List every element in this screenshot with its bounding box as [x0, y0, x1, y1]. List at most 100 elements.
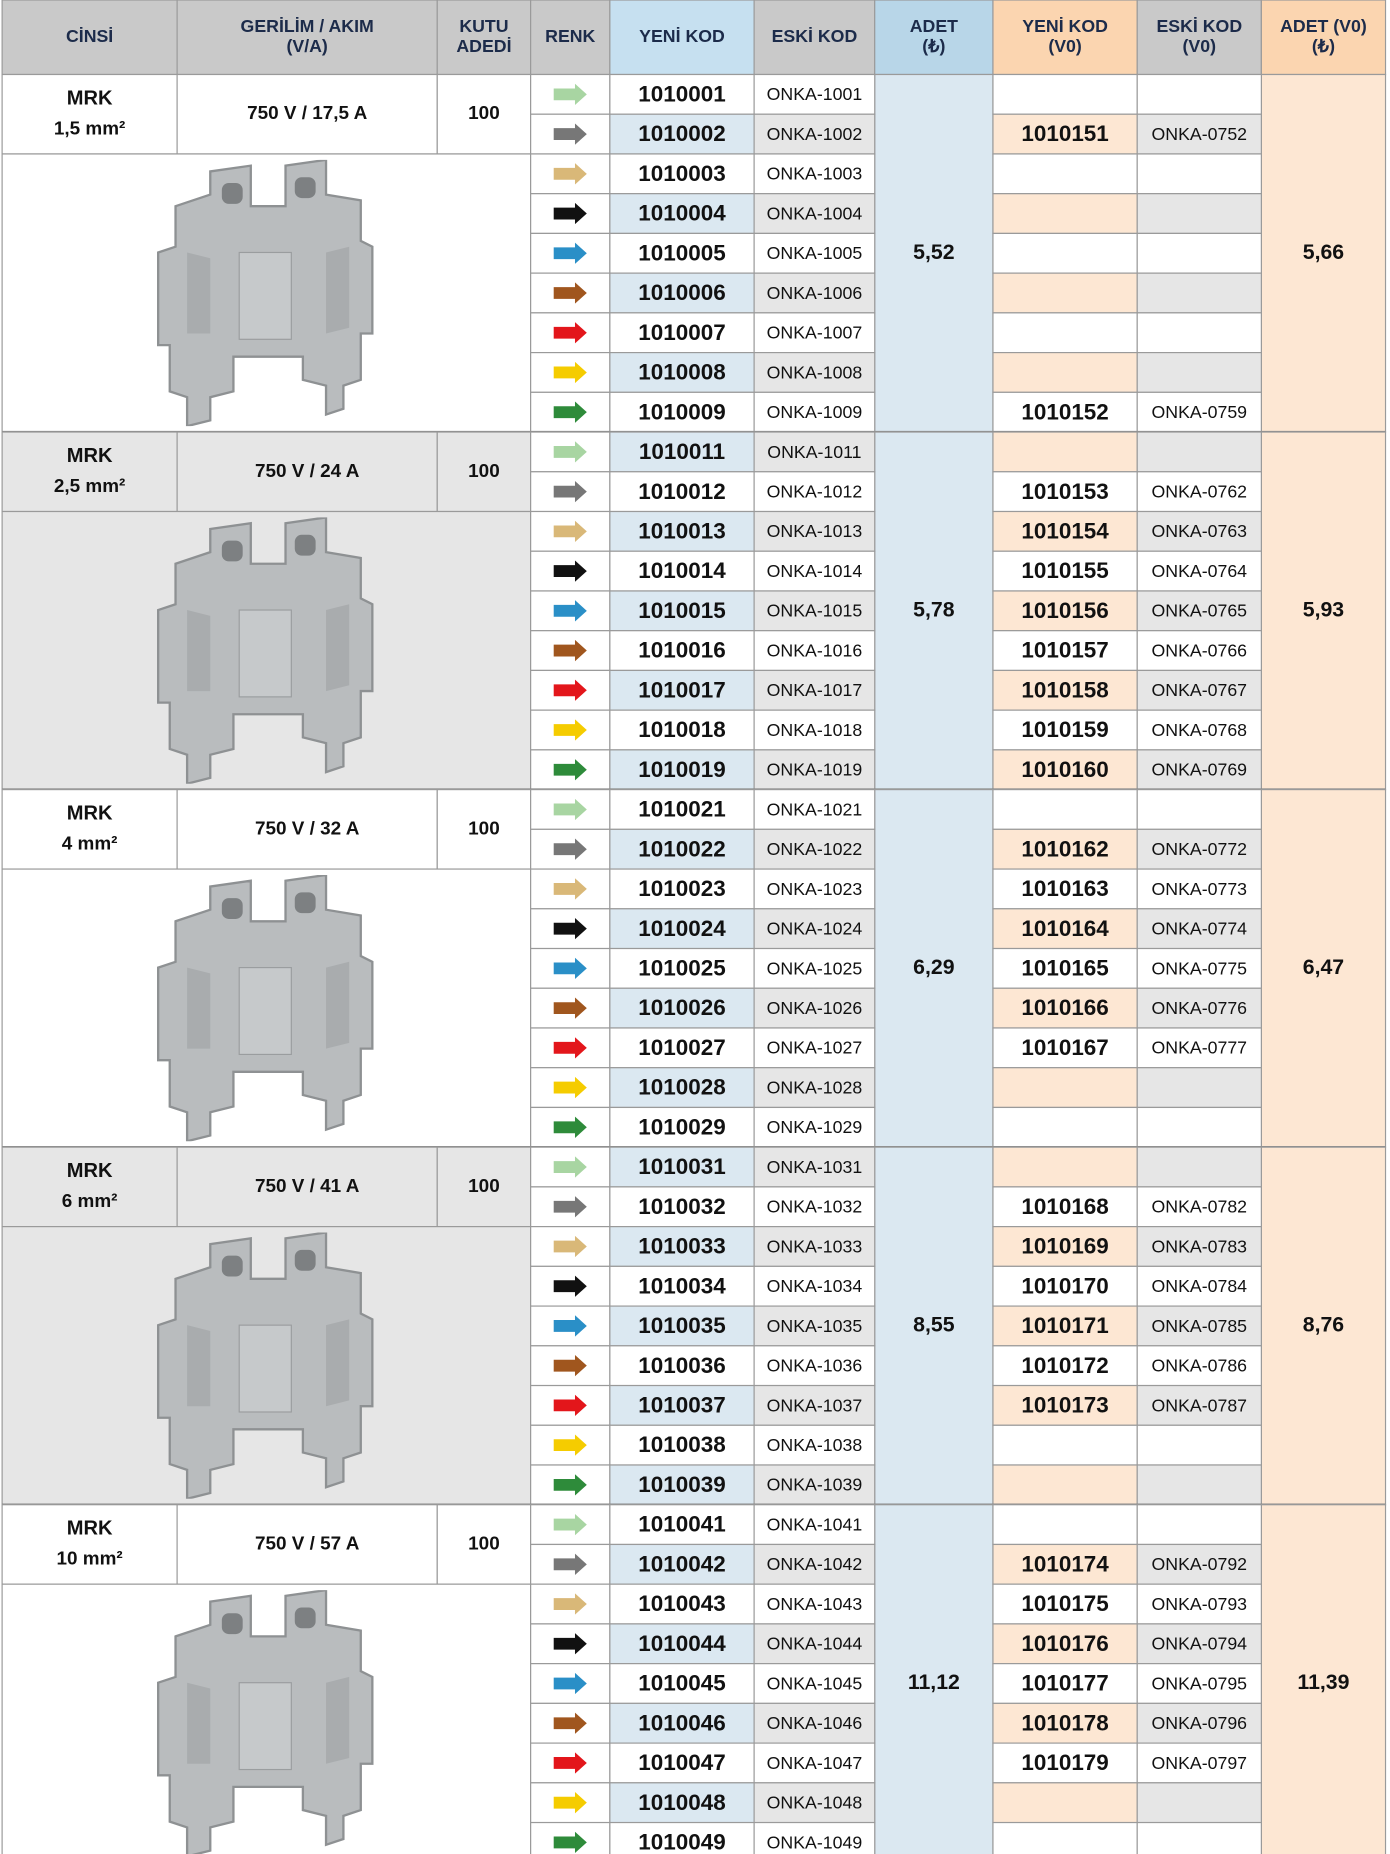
price-table: CİNSİGERİLİM / AKIM(V/A)KUTUADEDİRENKYEN…: [0, 0, 1390, 1854]
new-code-v0: 1010164: [1021, 916, 1109, 941]
old-code: ONKA-1026: [767, 998, 863, 1018]
new-code-v0: 1010166: [1021, 995, 1108, 1020]
new-code: 1010041: [638, 1512, 725, 1537]
new-code: 1010033: [638, 1234, 725, 1259]
price-v0: 11,39: [1297, 1670, 1349, 1694]
old-code: ONKA-1024: [767, 919, 863, 939]
old-code: ONKA-1037: [767, 1395, 863, 1415]
new-code: 1010045: [638, 1671, 725, 1696]
new-code: 1010017: [638, 677, 725, 702]
old-code-v0: ONKA-0796: [1152, 1713, 1248, 1733]
new-code: 1010048: [638, 1790, 725, 1815]
product-name: MRK: [67, 803, 113, 825]
old-code-v0: ONKA-0766: [1152, 640, 1248, 660]
product-name: MRK: [67, 1160, 113, 1182]
cell: [2, 1147, 177, 1226]
column-header: (V0): [1048, 36, 1082, 56]
old-code: ONKA-1036: [767, 1356, 863, 1376]
old-code-v0: ONKA-0759: [1152, 402, 1248, 422]
old-code: ONKA-1005: [767, 243, 863, 263]
new-code: 1010035: [638, 1313, 725, 1338]
new-code-v0: 1010154: [1021, 518, 1109, 543]
old-code: ONKA-1011: [767, 442, 861, 462]
old-code-v0: ONKA-0785: [1152, 1316, 1248, 1336]
new-code: 1010011: [639, 439, 725, 464]
price-v0: 8,76: [1303, 1313, 1345, 1337]
old-code: ONKA-1008: [767, 362, 863, 382]
old-code-v0: ONKA-0793: [1152, 1594, 1248, 1614]
column-header: YENİ KOD: [1022, 16, 1108, 36]
cell: [993, 1823, 1137, 1854]
new-code: 1010034: [638, 1273, 726, 1298]
new-code-v0: 1010158: [1021, 677, 1108, 702]
old-code-v0: ONKA-0773: [1152, 879, 1248, 899]
old-code: ONKA-1028: [767, 1077, 863, 1097]
cell: [1137, 1823, 1261, 1854]
cell: [1137, 1505, 1261, 1545]
old-code-v0: ONKA-0767: [1152, 680, 1248, 700]
new-code: 1010004: [638, 201, 726, 226]
old-code-v0: ONKA-0784: [1152, 1276, 1248, 1296]
old-code-v0: ONKA-0795: [1152, 1673, 1248, 1693]
old-code-v0: ONKA-0797: [1152, 1753, 1248, 1773]
new-code: 1010012: [638, 479, 725, 504]
new-code: 1010001: [638, 81, 725, 106]
price-v0: 6,47: [1303, 955, 1344, 979]
cell: [1137, 313, 1261, 353]
column-header: KUTU: [459, 16, 508, 36]
old-code: ONKA-1032: [767, 1197, 863, 1217]
old-code: ONKA-1013: [767, 521, 863, 541]
new-code: 1010031: [638, 1154, 725, 1179]
old-code-v0: ONKA-0763: [1152, 521, 1248, 541]
old-code: ONKA-1031: [767, 1157, 863, 1177]
new-code: 1010008: [638, 360, 725, 385]
product-size: 6 mm²: [62, 1191, 118, 1212]
old-code-v0: ONKA-0782: [1152, 1197, 1248, 1217]
cell: [993, 353, 1137, 393]
old-code: ONKA-1015: [767, 601, 863, 621]
old-code-v0: ONKA-0794: [1152, 1634, 1248, 1654]
box-qty: 100: [468, 1533, 500, 1554]
old-code: ONKA-1033: [767, 1236, 863, 1256]
old-code-v0: ONKA-0783: [1152, 1236, 1248, 1256]
cell: [1137, 194, 1261, 234]
new-code-v0: 1010174: [1021, 1551, 1109, 1576]
new-code: 1010002: [638, 121, 725, 146]
new-code-v0: 1010179: [1021, 1750, 1108, 1775]
new-code-v0: 1010160: [1021, 757, 1108, 782]
new-code: 1010009: [638, 399, 725, 424]
old-code-v0: ONKA-0775: [1152, 958, 1248, 978]
box-qty: 100: [468, 103, 500, 124]
new-code: 1010038: [638, 1432, 725, 1457]
new-code: 1010042: [638, 1551, 725, 1576]
new-code: 1010024: [638, 916, 726, 941]
old-code: ONKA-1014: [767, 561, 863, 581]
new-code: 1010026: [638, 995, 725, 1020]
cell: [993, 273, 1137, 313]
old-code: ONKA-1038: [767, 1435, 863, 1455]
new-code-v0: 1010175: [1021, 1591, 1108, 1616]
new-code: 1010016: [638, 638, 725, 663]
cell: [993, 1147, 1137, 1187]
cell: [1137, 1425, 1261, 1465]
new-code: 1010003: [638, 161, 725, 186]
column-header: YENİ KOD: [639, 26, 725, 46]
cell: [2, 432, 177, 511]
column-header: (V/A): [287, 36, 328, 56]
old-code: ONKA-1029: [767, 1117, 863, 1137]
column-header: RENK: [545, 26, 595, 46]
cell: [1137, 1465, 1261, 1505]
old-code: ONKA-1006: [767, 283, 863, 303]
new-code-v0: 1010169: [1021, 1234, 1108, 1259]
old-code: ONKA-1007: [767, 323, 863, 343]
cell: [993, 1068, 1137, 1108]
new-code: 1010027: [638, 1035, 725, 1060]
old-code: ONKA-1041: [767, 1514, 863, 1534]
new-code: 1010039: [638, 1472, 725, 1497]
old-code: ONKA-1002: [767, 124, 863, 144]
column-header: ADEDİ: [456, 36, 511, 56]
old-code: ONKA-1012: [767, 482, 863, 502]
old-code-v0: ONKA-0774: [1152, 919, 1248, 939]
new-code: 1010007: [638, 320, 725, 345]
new-code-v0: 1010168: [1021, 1194, 1108, 1219]
